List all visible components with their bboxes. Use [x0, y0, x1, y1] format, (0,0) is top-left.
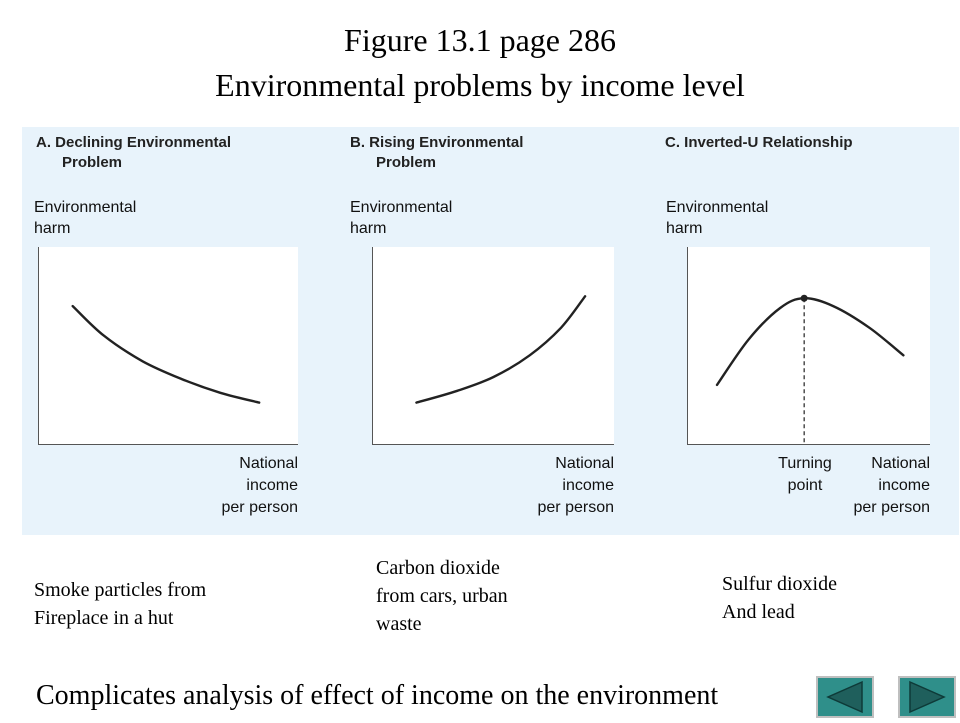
panel-c-heading: C. Inverted-U Relationship: [665, 133, 853, 153]
example-a-line1: Smoke particles from: [34, 579, 207, 601]
footer-text: Complicates analysis of effect of income…: [36, 680, 719, 711]
panel-c-ylabel-line2: harm: [666, 220, 703, 237]
panel-a-heading-line1: A. Declining Environmental: [36, 134, 232, 151]
panel-a-heading: A. Declining Environmental Problem: [36, 133, 231, 173]
panel-b-xlabel: National income per person: [522, 453, 615, 519]
panel-a-xlabel-line3: per person: [221, 499, 299, 516]
panel-b-curve-line: [415, 295, 587, 404]
panel-c-turning-label: Turning point: [760, 453, 850, 497]
example-c-line2: And lead: [722, 601, 795, 623]
example-a-line2: Fireplace in a hut: [34, 607, 174, 629]
example-b-line1: Carbon dioxide: [376, 557, 500, 579]
panel-b-xlabel-line2: income: [562, 477, 614, 494]
page-subtitle: Environmental problems by income level: [215, 67, 745, 103]
panel-b-xlabel-line1: National: [555, 455, 614, 472]
example-b: Carbon dioxide from cars, urban waste: [376, 554, 508, 638]
panel-c-curve-line: [715, 296, 905, 387]
panel-a-curve-line: [71, 304, 261, 404]
next-slide-button[interactable]: [898, 676, 956, 718]
panel-a-curve-svg: [71, 304, 261, 404]
panel-c-ylabel-line1: Environmental: [666, 199, 769, 216]
previous-slide-button[interactable]: [816, 676, 874, 718]
panel-b-ylabel-line1: Environmental: [350, 199, 453, 216]
panel-b-xlabel-line3: per person: [537, 499, 615, 516]
example-b-line3: waste: [376, 613, 422, 635]
example-b-line2: from cars, urban: [376, 585, 508, 607]
example-a: Smoke particles from Fireplace in a hut: [34, 576, 206, 632]
turning-point-marker: [800, 294, 808, 302]
example-c-line1: Sulfur dioxide: [722, 573, 837, 595]
panel-c-xlabel-line1: National: [871, 455, 930, 472]
panel-c-ylabel: Environmental harm: [666, 197, 768, 239]
panel-c-xlabel: National income per person: [838, 453, 931, 519]
panel-a-plot: [38, 247, 298, 445]
panel-c-turning-line1: Turning: [778, 455, 832, 472]
panel-c-xlabel-line3: per person: [853, 499, 931, 516]
panel-b-heading-line2: Problem: [376, 154, 437, 171]
panel-c-xlabel-line2: income: [878, 477, 930, 494]
panel-b-heading-line1: B. Rising Environmental: [350, 134, 524, 151]
panel-a-ylabel-line2: harm: [34, 220, 71, 237]
panel-b-heading: B. Rising Environmental Problem: [350, 133, 523, 173]
panel-b-curve-svg: [415, 295, 587, 404]
panel-a-ylabel: Environmental harm: [34, 197, 136, 239]
panel-c-curve-svg: [715, 294, 905, 444]
triangle-left-icon: [816, 676, 874, 718]
panel-c-plot: [687, 247, 930, 445]
panel-a-xlabel-line1: National: [239, 455, 298, 472]
triangle-right-icon: [898, 676, 956, 718]
panel-c-heading-line1: C. Inverted-U Relationship: [665, 134, 853, 151]
panel-a-ylabel-line1: Environmental: [34, 199, 137, 216]
panel-a-xlabel-line2: income: [246, 477, 298, 494]
example-c: Sulfur dioxide And lead: [722, 570, 837, 626]
panel-b-ylabel-line2: harm: [350, 220, 387, 237]
panel-a-xlabel: National income per person: [208, 453, 299, 519]
page-title: Figure 13.1 page 286: [344, 22, 616, 58]
figure-panel: A. Declining Environmental Problem Envir…: [22, 127, 959, 535]
panel-b-plot: [372, 247, 614, 445]
panel-b-ylabel: Environmental harm: [350, 197, 452, 239]
panel-c-turning-line2: point: [787, 477, 823, 494]
panel-a-heading-line2: Problem: [62, 154, 123, 171]
